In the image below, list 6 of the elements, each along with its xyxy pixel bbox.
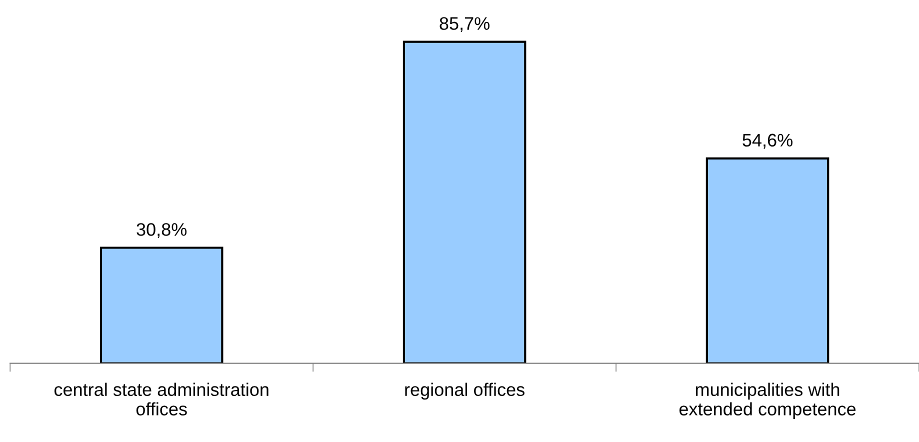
x-tick-label: municipalities with extended competence <box>679 382 856 420</box>
data-label: 54,6% <box>742 134 792 149</box>
x-tick-label: central state administration offices <box>54 382 268 416</box>
x-tick-label: regional offices <box>405 382 524 400</box>
data-label: 30,8% <box>136 223 187 238</box>
data-label: 85,7% <box>440 17 490 32</box>
